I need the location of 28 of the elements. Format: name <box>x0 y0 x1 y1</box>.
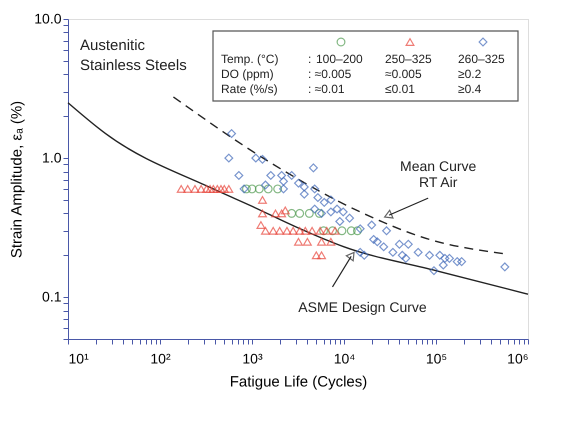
annotation: : ≈0.005 <box>308 67 352 81</box>
x-tick-label: 10³ <box>242 350 263 366</box>
annotation: ≥0.4 <box>458 82 482 96</box>
y-axis-title: Strain Amplitude, εₐ (%) <box>8 100 26 258</box>
annotation: Rate (%/s) <box>221 82 278 96</box>
x-tick-label: 10² <box>150 350 171 366</box>
x-tick-label: 10¹ <box>68 350 90 366</box>
annotation: DO (ppm) <box>221 67 274 81</box>
annotation: : <box>308 52 312 66</box>
x-tick-label: 10⁶ <box>507 350 528 366</box>
annotation: Stainless Steels <box>80 57 187 74</box>
x-tick-label: 10⁵ <box>426 350 448 366</box>
y-tick-label: 1.0 <box>42 150 62 166</box>
y-tick-label: 10.0 <box>34 10 62 26</box>
x-tick-label: 10⁴ <box>334 350 356 366</box>
annotation: ≈0.005 <box>385 67 422 81</box>
annotation: ≤0.01 <box>385 82 416 96</box>
annotation: Mean Curve RT Air <box>400 158 477 190</box>
legend-label: 100–200 <box>316 52 364 66</box>
annotation: ≥0.2 <box>458 67 482 81</box>
annotation: ASME Design Curve <box>298 298 427 315</box>
y-tick-label: 0.1 <box>42 288 62 305</box>
legend-label: 250–325 <box>385 52 432 66</box>
annotation: : ≈0.01 <box>308 82 345 96</box>
x-axis-title: Fatigue Life (Cycles) <box>230 374 368 390</box>
annotation: Austenitic <box>80 37 146 54</box>
annotation: Temp. (°C) <box>221 52 278 66</box>
legend-label: 260–325 <box>458 52 506 66</box>
